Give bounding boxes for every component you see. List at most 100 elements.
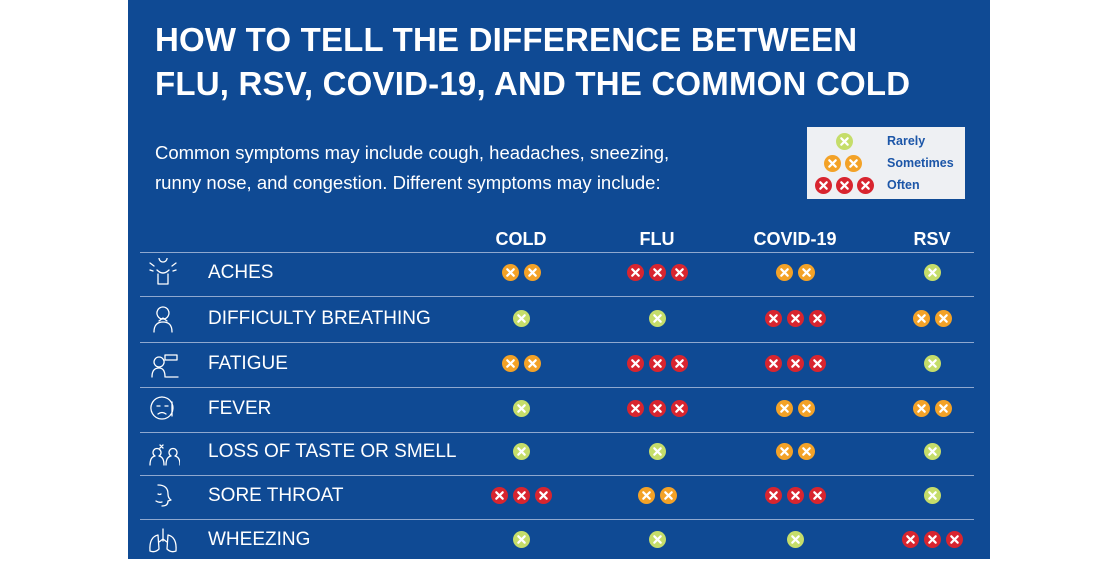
frequency-cell-cold xyxy=(490,487,552,505)
column-header-rsv: RSV xyxy=(913,229,951,249)
rarely-icon xyxy=(923,487,941,504)
sometimes-icon xyxy=(912,310,930,327)
frequency-cell-rsv xyxy=(923,487,941,505)
often-icon xyxy=(857,177,874,194)
rarely-icon xyxy=(512,310,530,327)
table-row: DIFFICULTY BREATHING xyxy=(140,297,974,341)
often-icon xyxy=(808,487,826,504)
symptom-name: ACHES xyxy=(208,262,274,283)
often-icon xyxy=(786,355,804,372)
legend-row-sometimes: Sometimes xyxy=(807,153,965,175)
sometimes-icon xyxy=(824,155,841,172)
sometimes-icon xyxy=(797,400,815,417)
sometimes-icon xyxy=(797,443,815,460)
symptom-name: FATIGUE xyxy=(208,353,288,374)
frequency-cell-rsv xyxy=(923,264,941,282)
frequency-cell-cold xyxy=(512,400,530,418)
table-row: WHEEZING xyxy=(140,518,974,562)
frequency-cell-rsv xyxy=(923,443,941,461)
rarely-icon xyxy=(923,443,941,460)
table-row: ACHES xyxy=(140,251,974,295)
frequency-cell-rsv xyxy=(912,400,952,418)
symptom-name: DIFFICULTY BREATHING xyxy=(208,308,431,329)
sometimes-icon xyxy=(845,155,862,172)
frequency-cell-covid-19 xyxy=(775,264,815,282)
often-icon xyxy=(808,355,826,372)
lungs-icon xyxy=(146,525,180,555)
rarely-icon xyxy=(923,355,941,372)
row-divider xyxy=(140,519,974,520)
often-icon xyxy=(534,487,552,504)
row-divider xyxy=(140,342,974,343)
often-icon xyxy=(815,177,832,194)
rarely-icon xyxy=(923,264,941,281)
sometimes-icon xyxy=(775,264,793,281)
fever-icon xyxy=(146,394,180,424)
fatigue-icon xyxy=(146,349,180,379)
frequency-cell-covid-19 xyxy=(764,487,826,505)
rarely-icon xyxy=(648,310,666,327)
legend-row-often: Often xyxy=(807,175,965,197)
rarely-icon xyxy=(648,531,666,548)
frequency-cell-covid-19 xyxy=(786,531,804,549)
frequency-cell-rsv xyxy=(912,310,952,328)
frequency-cell-flu xyxy=(626,264,688,282)
sometimes-icon xyxy=(934,400,952,417)
sometimes-icon xyxy=(637,487,655,504)
table-row: FATIGUE xyxy=(140,342,974,386)
sometimes-icon xyxy=(501,264,519,281)
frequency-cell-rsv xyxy=(901,531,963,549)
taste-smell-icon xyxy=(146,437,181,467)
often-icon xyxy=(836,177,853,194)
sometimes-icon xyxy=(523,355,541,372)
often-icon xyxy=(626,264,644,281)
frequency-cell-flu xyxy=(648,443,666,461)
legend-row-rarely: Rarely xyxy=(807,131,965,153)
table-row: LOSS OF TASTE OR SMELL xyxy=(140,430,974,474)
often-icon xyxy=(670,264,688,281)
breathing-icon xyxy=(146,304,180,334)
sometimes-icon xyxy=(912,400,930,417)
often-icon xyxy=(786,487,804,504)
often-icon xyxy=(490,487,508,504)
often-icon xyxy=(648,400,666,417)
frequency-cell-cold xyxy=(501,355,541,373)
frequency-cell-cold xyxy=(512,310,530,328)
rarely-icon xyxy=(512,400,530,417)
often-icon xyxy=(626,355,644,372)
column-header-covid: COVID-19 xyxy=(753,229,837,249)
row-divider xyxy=(140,475,974,476)
legend-label-rarely: Rarely xyxy=(887,134,926,148)
often-icon xyxy=(626,400,644,417)
legend: Rarely Sometimes Often xyxy=(807,127,965,199)
title-line-2: FLU, RSV, COVID-19, AND THE COMMON COLD xyxy=(155,65,911,102)
symptom-name: WHEEZING xyxy=(208,529,311,550)
often-icon xyxy=(670,400,688,417)
sometimes-icon xyxy=(501,355,519,372)
often-icon xyxy=(923,531,941,548)
intro-text: Common symptoms may include cough, heada… xyxy=(155,138,775,198)
rarely-icon xyxy=(648,443,666,460)
legend-label-often: Often xyxy=(887,178,920,192)
often-icon xyxy=(670,355,688,372)
legend-label-sometimes: Sometimes xyxy=(887,156,954,170)
frequency-cell-covid-19 xyxy=(775,400,815,418)
row-divider xyxy=(140,432,974,433)
often-icon xyxy=(764,310,782,327)
frequency-cell-covid-19 xyxy=(764,355,826,373)
symptom-name: FEVER xyxy=(208,398,272,419)
rarely-icon xyxy=(512,443,530,460)
often-icon xyxy=(648,264,666,281)
title-line-1: HOW TO TELL THE DIFFERENCE BETWEEN xyxy=(155,21,858,58)
column-header-cold: COLD xyxy=(495,229,547,249)
symptom-name: SORE THROAT xyxy=(208,485,344,506)
frequency-cell-cold xyxy=(512,531,530,549)
frequency-cell-cold xyxy=(512,443,530,461)
sometimes-icon xyxy=(775,443,793,460)
legend-dots-rarely xyxy=(836,133,854,151)
infographic-panel xyxy=(128,0,990,559)
often-icon xyxy=(512,487,530,504)
legend-dots-sometimes xyxy=(824,155,864,173)
sometimes-icon xyxy=(659,487,677,504)
frequency-cell-flu xyxy=(648,531,666,549)
